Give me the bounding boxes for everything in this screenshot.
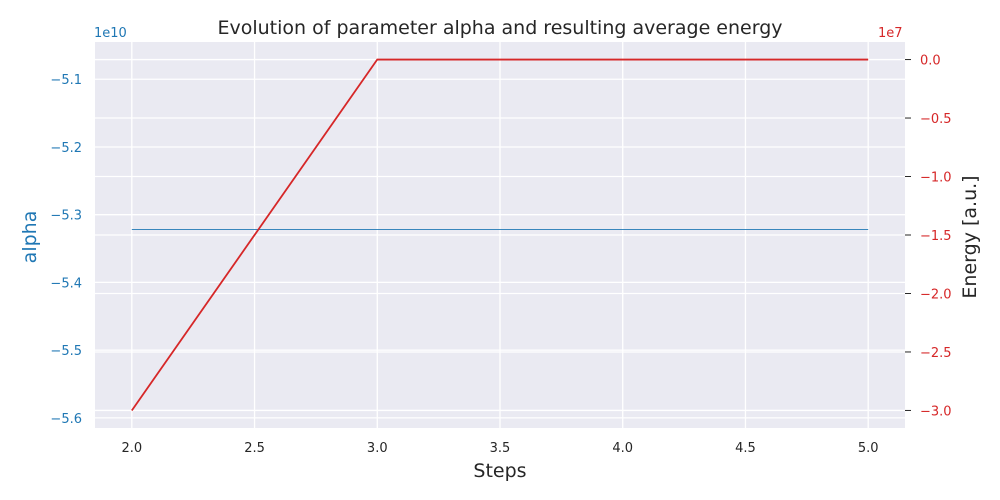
left-tick-label: −5.3 <box>50 209 82 224</box>
x-tick-label: 4.5 <box>735 441 756 456</box>
left-tick-label: −5.1 <box>50 73 82 88</box>
right-tick-label: −1.5 <box>920 229 952 244</box>
x-tick-label: 2.5 <box>244 441 265 456</box>
right-tick-label: −0.5 <box>920 112 952 127</box>
right-tick-label: −1.0 <box>920 171 952 186</box>
x-tick-label: 3.0 <box>367 441 388 456</box>
x-tick-label: 3.5 <box>490 441 511 456</box>
left-tick-label: −5.6 <box>50 412 82 427</box>
left-tick-label: −5.5 <box>50 344 82 359</box>
x-tick-label: 4.0 <box>612 441 633 456</box>
right-tick-label: −2.5 <box>920 346 952 361</box>
x-tick-label: 2.0 <box>121 441 142 456</box>
left-axis-ticks: −5.1 −5.2 −5.3 −5.4 −5.5 −5.6 <box>50 73 82 427</box>
right-axis-offset-text: 1e7 <box>878 26 903 41</box>
left-axis-label: alpha <box>19 211 41 264</box>
x-axis-label: Steps <box>473 460 526 482</box>
chart-title: Evolution of parameter alpha and resulti… <box>217 17 782 39</box>
energy-series-line <box>131 58 869 411</box>
right-tick-label: −3.0 <box>920 404 952 419</box>
series-lines <box>131 58 869 411</box>
left-tick-label: −5.4 <box>50 276 82 291</box>
left-axis-offset-text: 1e10 <box>94 26 127 41</box>
grid-lines <box>95 42 905 428</box>
right-axis-label: Energy [a.u.] <box>959 175 981 298</box>
right-tick-label: −2.0 <box>920 287 952 302</box>
x-axis-ticks: 2.0 2.5 3.0 3.5 4.0 4.5 5.0 <box>121 441 878 456</box>
x-tick-label: 5.0 <box>858 441 879 456</box>
left-tick-label: −5.2 <box>50 141 82 156</box>
right-axis-ticks: 0.0 −0.5 −1.0 −1.5 −2.0 −2.5 −3.0 <box>905 54 952 419</box>
right-tick-label: 0.0 <box>920 54 941 69</box>
